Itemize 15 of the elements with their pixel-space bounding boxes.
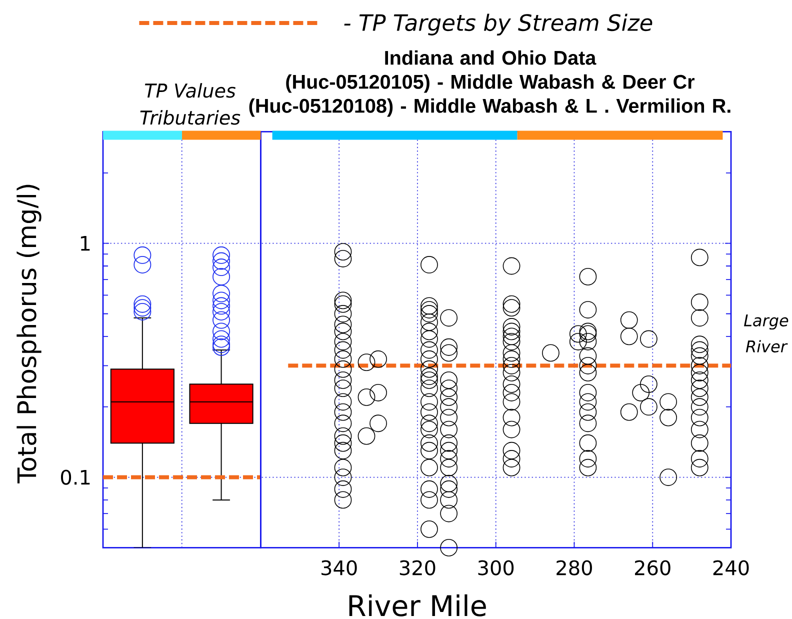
chart-title: Indiana and Ohio Data <box>385 50 596 65</box>
chart-title: TP Values Tributaries <box>140 83 240 125</box>
text: - TP Targets by Stream Size <box>344 14 652 36</box>
y-tick-label: 1 <box>80 236 90 251</box>
y-axis-title: Total Phosphorus (mg/l) <box>16 184 42 484</box>
y-tick-label: 0.1 <box>60 470 90 485</box>
x-tick-label: 260 <box>635 560 670 576</box>
x-tick-label: 320 <box>400 560 436 576</box>
x-axis-title: River Mile <box>349 594 486 616</box>
annotation: Large River <box>744 314 788 352</box>
x-tick-label: 240 <box>713 560 749 576</box>
x-tick-label: 280 <box>556 560 592 576</box>
x-tick-label: 300 <box>478 560 514 576</box>
x-tick-label: 340 <box>322 560 357 576</box>
chart-subtitle: (Huc-05120105) - Middle Wabash & Deer Cr (Huc-05120108) - Middle Wabash & L . Vermilion R. <box>249 74 730 117</box>
